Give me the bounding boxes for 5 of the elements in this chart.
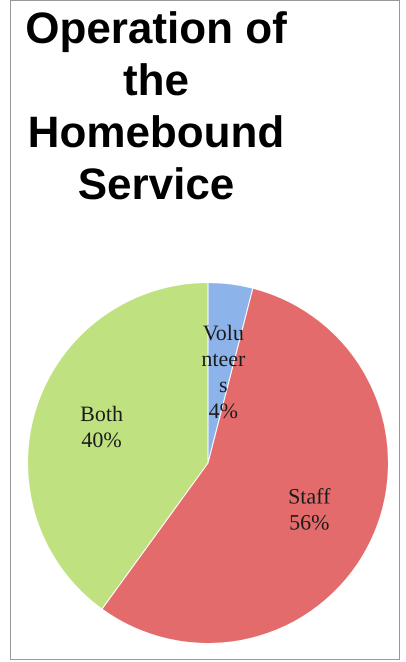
slice-label: Staff [288,483,332,508]
chart-title: Operation of the Homebound Service [24,3,288,211]
data-label: 40% [81,427,122,452]
slice-label: Both [80,401,123,426]
data-label: 56% [289,509,330,534]
